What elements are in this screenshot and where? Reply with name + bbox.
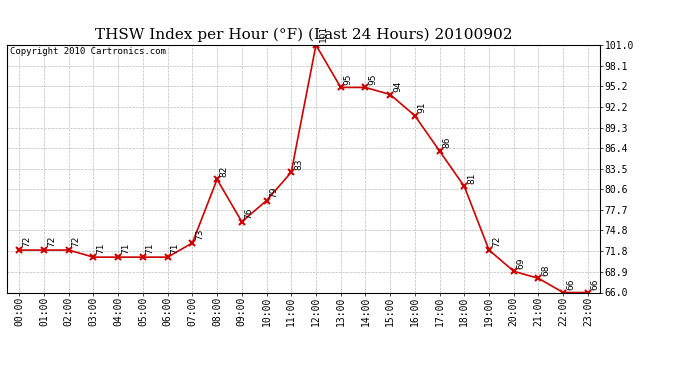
Text: 76: 76	[244, 207, 253, 219]
Text: 71: 71	[146, 243, 155, 254]
Text: 101: 101	[319, 25, 328, 42]
Text: 91: 91	[417, 101, 426, 113]
Text: 72: 72	[492, 236, 501, 247]
Text: 82: 82	[220, 165, 229, 177]
Text: 71: 71	[121, 243, 130, 254]
Text: 95: 95	[368, 73, 377, 85]
Text: 72: 72	[72, 236, 81, 247]
Text: 72: 72	[22, 236, 31, 247]
Text: 66: 66	[591, 278, 600, 290]
Title: THSW Index per Hour (°F) (Last 24 Hours) 20100902: THSW Index per Hour (°F) (Last 24 Hours)…	[95, 28, 513, 42]
Text: 71: 71	[170, 243, 179, 254]
Text: 79: 79	[269, 186, 278, 198]
Text: Copyright 2010 Cartronics.com: Copyright 2010 Cartronics.com	[10, 48, 166, 57]
Text: 73: 73	[195, 229, 204, 240]
Text: 66: 66	[566, 278, 575, 290]
Text: 72: 72	[47, 236, 56, 247]
Text: 86: 86	[442, 137, 451, 148]
Text: 69: 69	[517, 257, 526, 268]
Text: 83: 83	[294, 158, 303, 170]
Text: 95: 95	[344, 73, 353, 85]
Text: 71: 71	[96, 243, 105, 254]
Text: 94: 94	[393, 80, 402, 92]
Text: 68: 68	[541, 264, 550, 276]
Text: 81: 81	[467, 172, 476, 184]
